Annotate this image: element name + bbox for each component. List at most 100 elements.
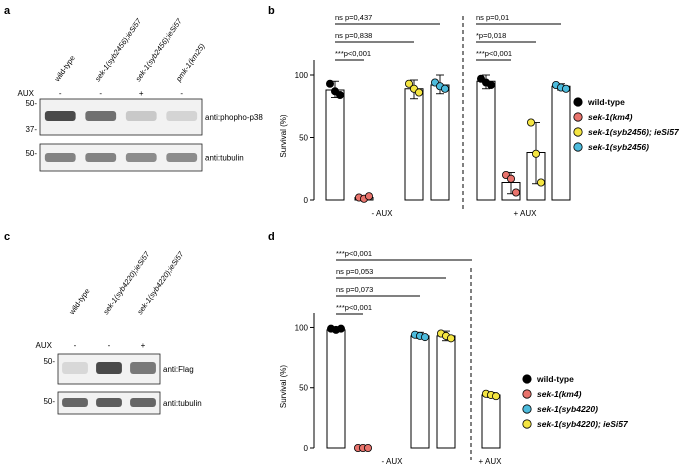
lane-label: wild-type — [52, 54, 77, 84]
data-point — [336, 324, 345, 333]
size-marker: 50- — [43, 357, 55, 366]
data-point — [491, 392, 500, 401]
blot-band — [96, 398, 122, 407]
legend-marker — [573, 127, 583, 137]
y-tick-label: 100 — [295, 71, 309, 80]
data-point — [506, 174, 515, 183]
aux-sign: - — [180, 89, 183, 98]
aux-sign: + — [139, 89, 144, 98]
aux-label: AUX — [36, 341, 53, 350]
p-value-label: ***p<0,001 — [336, 249, 372, 258]
legend-label: sek-1(syb2456) — [588, 142, 649, 152]
blot-band — [166, 111, 198, 121]
legend-marker — [522, 389, 532, 399]
size-marker: 50- — [25, 99, 37, 108]
y-tick-label: 50 — [299, 134, 308, 143]
legend-marker — [573, 142, 583, 152]
blot-band — [62, 362, 88, 374]
bar — [551, 85, 571, 201]
blot-band — [125, 153, 157, 162]
p-value-label: ***p<0,001 — [476, 49, 512, 58]
legend-marker — [522, 404, 532, 414]
p-value-label: ns p=0,053 — [336, 267, 373, 276]
p-value-label: ns p=0,073 — [336, 285, 373, 294]
y-tick-label: 50 — [299, 384, 308, 393]
blot-band — [130, 362, 156, 374]
bar — [476, 80, 496, 201]
lane-label: pmk-1(km25) — [173, 41, 207, 84]
legend-marker — [573, 97, 583, 107]
blot-band — [85, 111, 117, 121]
blot-band — [125, 111, 157, 121]
data-point — [404, 79, 413, 88]
blot-antibody-label: anti:Flag — [163, 365, 194, 374]
data-point — [486, 81, 495, 90]
p-value-label: ***p<0,001 — [335, 49, 371, 58]
data-point — [537, 178, 546, 187]
legend-marker — [573, 112, 583, 122]
y-axis-label: Survival (%) — [279, 114, 288, 157]
blot-band — [85, 153, 117, 162]
group-label: + AUX — [479, 457, 503, 466]
legend-marker — [522, 374, 532, 384]
p-value-label: *p=0,018 — [476, 31, 506, 40]
panel-label-c: c — [4, 231, 10, 243]
y-tick-label: 0 — [304, 196, 309, 205]
p-value-label: ***p<0,001 — [336, 303, 372, 312]
legend-label: sek-1(syb4220) — [537, 404, 598, 414]
panel-label-a: a — [4, 5, 11, 17]
blot-band — [44, 111, 76, 121]
size-marker: 50- — [25, 149, 37, 158]
aux-label: AUX — [18, 89, 35, 98]
bar — [436, 335, 456, 449]
blot-band — [44, 153, 76, 162]
y-tick-label: 100 — [295, 323, 309, 332]
data-point — [527, 118, 536, 127]
bar — [325, 89, 345, 201]
legend-label: sek-1(km4) — [588, 112, 633, 122]
blot-band — [166, 153, 198, 162]
aux-sign: - — [99, 89, 102, 98]
data-point — [364, 192, 373, 201]
size-marker: 37- — [25, 125, 37, 134]
bar — [404, 88, 424, 201]
y-axis-label: Survival (%) — [279, 365, 288, 408]
legend-label: sek-1(km4) — [537, 389, 582, 399]
data-point — [512, 188, 521, 197]
data-point — [414, 88, 423, 97]
data-point — [335, 91, 344, 100]
data-point — [325, 79, 334, 88]
y-tick-label: 0 — [304, 444, 309, 453]
legend-label: wild-type — [536, 374, 574, 384]
bar — [326, 329, 346, 449]
data-point — [440, 84, 449, 93]
panel-label-b: b — [268, 5, 275, 17]
group-label: + AUX — [514, 209, 538, 218]
data-point — [363, 443, 372, 452]
blot-band — [96, 362, 122, 374]
data-point — [532, 149, 541, 158]
blot-antibody-label: anti:phopho-p38 — [205, 113, 263, 122]
blot-band — [130, 398, 156, 407]
p-value-label: ns p=0,838 — [335, 31, 372, 40]
aux-sign: - — [108, 341, 111, 350]
legend-label: wild-type — [587, 97, 625, 107]
data-point — [420, 333, 429, 342]
bar — [410, 335, 430, 449]
group-label: - AUX — [382, 457, 404, 466]
bar — [481, 394, 501, 449]
data-point — [446, 334, 455, 343]
panel-label-d: d — [268, 231, 275, 243]
legend-label: sek-1(syb4220); ieSi57 — [537, 419, 629, 429]
aux-sign: - — [59, 89, 62, 98]
lane-label: wild-type — [67, 287, 92, 317]
bar — [430, 84, 450, 201]
blot-antibody-label: anti:tubulin — [163, 399, 202, 408]
blot-band — [62, 398, 88, 407]
p-value-label: ns p=0,01 — [476, 13, 509, 22]
legend-marker — [522, 419, 532, 429]
aux-sign: + — [141, 341, 146, 350]
p-value-label: ns p=0,437 — [335, 13, 372, 22]
data-point — [562, 84, 571, 93]
